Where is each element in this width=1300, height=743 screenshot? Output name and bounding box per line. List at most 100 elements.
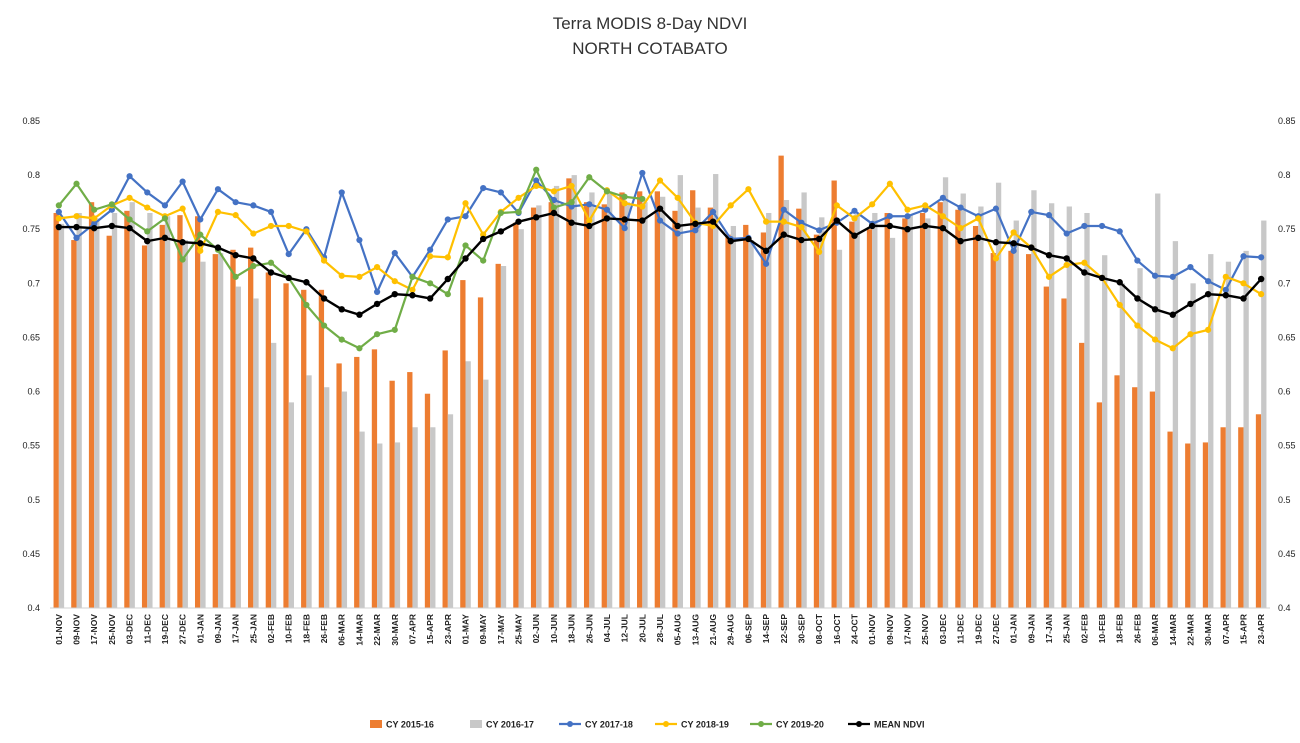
bar-cy-2015-16 <box>1255 414 1262 608</box>
point-cy-2018-19 <box>957 225 964 232</box>
point-cy-2019-20 <box>267 259 275 266</box>
bar-cy-2016-17 <box>1243 250 1249 608</box>
bar-cy-2015-16 <box>1026 254 1032 609</box>
x-tick-label: 17-NOV <box>903 614 913 645</box>
legend-label-cy-2017-18: CY 2017-18 <box>585 720 633 730</box>
point-cy-2019-20 <box>427 280 434 287</box>
point-mean-ndvi <box>975 234 982 242</box>
point-cy-2017-18 <box>603 206 611 213</box>
point-cy-2017-18 <box>568 203 575 210</box>
point-cy-2019-20 <box>409 273 416 280</box>
bar-cy-2016-17 <box>978 206 984 608</box>
point-cy-2018-19 <box>374 264 381 271</box>
bar-cy-2015-16 <box>902 218 908 608</box>
x-tick-label: 25-MAY <box>514 614 524 645</box>
bar-cy-2015-16 <box>919 212 926 609</box>
bar-cy-2016-17 <box>76 212 82 609</box>
bar-cy-2015-16 <box>548 202 554 609</box>
point-cy-2017-18 <box>1169 273 1176 280</box>
point-cy-2019-20 <box>515 208 522 216</box>
point-mean-ndvi <box>674 222 681 230</box>
bar-cy-2015-16 <box>1167 431 1173 608</box>
point-cy-2017-18 <box>250 202 257 209</box>
point-cy-2017-18 <box>1222 286 1229 293</box>
point-cy-2018-19 <box>126 194 133 201</box>
bar-cy-2015-16 <box>972 225 979 609</box>
y-tick-label-right: 0.65 <box>1278 332 1296 342</box>
point-cy-2019-20 <box>497 209 504 217</box>
point-cy-2017-18 <box>922 206 929 213</box>
x-tick-label: 18-JUN <box>567 614 577 643</box>
bar-cy-2016-17 <box>1031 190 1037 608</box>
bar-cy-2016-17 <box>783 200 790 608</box>
point-mean-ndvi <box>656 205 664 212</box>
x-tick-label: 26-FEB <box>1132 614 1142 643</box>
x-tick-label: 26-JUN <box>584 614 594 643</box>
point-cy-2017-18 <box>1258 254 1265 261</box>
x-tick-label: 06-SEP <box>743 614 753 644</box>
bar-cy-2016-17 <box>1208 254 1214 609</box>
x-tick-label: 07-APR <box>1221 614 1231 644</box>
point-cy-2017-18 <box>285 251 292 258</box>
bar-cy-2016-17 <box>606 191 613 608</box>
x-tick-label: 11-DEC <box>142 614 152 644</box>
y-tick-label-left: 0.55 <box>22 441 40 451</box>
bar-cy-2016-17 <box>483 379 489 608</box>
legend-marker-mean-ndvi <box>856 721 862 727</box>
point-cy-2018-19 <box>886 180 893 187</box>
point-mean-ndvi <box>1010 240 1017 247</box>
bar-cy-2016-17 <box>854 214 860 608</box>
bar-cy-2015-16 <box>1043 286 1049 608</box>
x-tick-label: 30-MAR <box>1203 614 1213 646</box>
point-mean-ndvi <box>1028 244 1035 251</box>
y-tick-label-right: 0.4 <box>1278 603 1291 613</box>
point-cy-2017-18 <box>197 216 204 223</box>
legend-label-cy-2016-17: CY 2016-17 <box>486 720 534 730</box>
point-mean-ndvi <box>1222 292 1230 299</box>
bar-cy-2016-17 <box>1013 220 1019 608</box>
x-axis-ticks: 01-NOV 09-NOV 17-NOV 25-NOV 03-DEC 11-DEC 19-D… <box>54 613 1266 645</box>
point-mean-ndvi <box>904 226 911 233</box>
y-tick-label-left: 0.75 <box>22 224 40 234</box>
x-tick-label: 14-MAR <box>354 614 364 646</box>
chart-subtitle: NORTH COTABATO <box>572 39 728 58</box>
bar-cy-2015-16 <box>71 240 77 609</box>
point-mean-ndvi <box>815 235 823 243</box>
bar-cy-2015-16 <box>88 202 95 609</box>
point-mean-ndvi <box>126 224 133 232</box>
x-tick-label: 08-OCT <box>814 613 824 644</box>
bar-cy-2015-16 <box>1114 375 1120 608</box>
point-mean-ndvi <box>108 222 116 230</box>
x-tick-label: 27-DEC <box>991 614 1001 644</box>
point-cy-2017-18 <box>639 169 646 177</box>
point-mean-ndvi <box>1081 269 1088 276</box>
bar-cy-2015-16 <box>248 247 254 608</box>
point-cy-2018-19 <box>533 182 540 190</box>
point-cy-2018-19 <box>1045 273 1053 280</box>
point-cy-2018-19 <box>1240 280 1247 287</box>
point-cy-2019-20 <box>374 331 381 338</box>
point-mean-ndvi <box>250 255 257 262</box>
point-cy-2018-19 <box>285 222 292 230</box>
bar-cy-2016-17 <box>1102 255 1108 608</box>
point-cy-2018-19 <box>1187 331 1194 338</box>
point-mean-ndvi <box>1151 306 1159 313</box>
y-tick-label-right: 0.45 <box>1278 549 1296 559</box>
bar-cy-2015-16 <box>1132 387 1138 608</box>
x-tick-label: 22-MAR <box>1185 614 1195 646</box>
point-cy-2019-20 <box>586 174 593 181</box>
legend-swatch-cy-2015-16 <box>370 720 382 728</box>
x-tick-label: 23-APR <box>443 614 453 644</box>
y-tick-label-left: 0.65 <box>22 332 40 342</box>
point-cy-2019-20 <box>356 345 363 352</box>
legend: CY 2015-16 CY 2016-17 CY 2017-18 CY 2018-19… <box>370 720 925 730</box>
bar-cy-2015-16 <box>654 191 660 608</box>
bar-cy-2016-17 <box>960 193 966 608</box>
point-cy-2017-18 <box>1063 230 1070 237</box>
y-tick-label-left: 0.85 <box>22 116 40 126</box>
y-axis-right: 0.4 0.45 0.5 0.55 0.6 0.65 0.7 0.75 0.8 0.85 <box>1278 116 1296 613</box>
bar-cy-2015-16 <box>778 155 784 608</box>
bar-cy-2015-16 <box>513 222 519 609</box>
point-cy-2017-18 <box>621 225 628 232</box>
bar-cy-2015-16 <box>283 283 289 608</box>
